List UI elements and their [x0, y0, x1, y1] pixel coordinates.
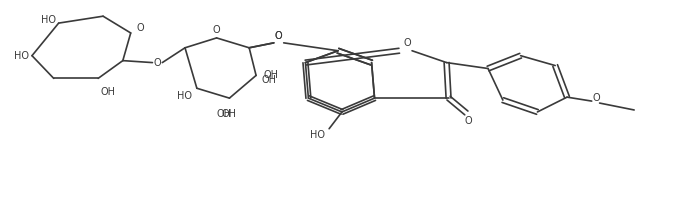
Text: OH: OH: [222, 109, 237, 119]
Text: OH: OH: [217, 109, 232, 119]
Text: O: O: [275, 31, 283, 41]
Text: O: O: [593, 93, 601, 103]
Text: O: O: [213, 25, 220, 35]
Text: OH: OH: [264, 70, 279, 80]
Text: OH: OH: [261, 75, 276, 85]
Text: HO: HO: [14, 51, 29, 61]
Text: O: O: [464, 116, 472, 126]
Text: HO: HO: [310, 130, 325, 140]
Text: HO: HO: [177, 91, 192, 101]
Text: HO: HO: [41, 15, 56, 25]
Text: O: O: [137, 23, 144, 33]
Text: O: O: [403, 38, 411, 48]
Text: O: O: [275, 31, 283, 41]
Text: OH: OH: [100, 87, 115, 97]
Text: O: O: [153, 58, 161, 68]
